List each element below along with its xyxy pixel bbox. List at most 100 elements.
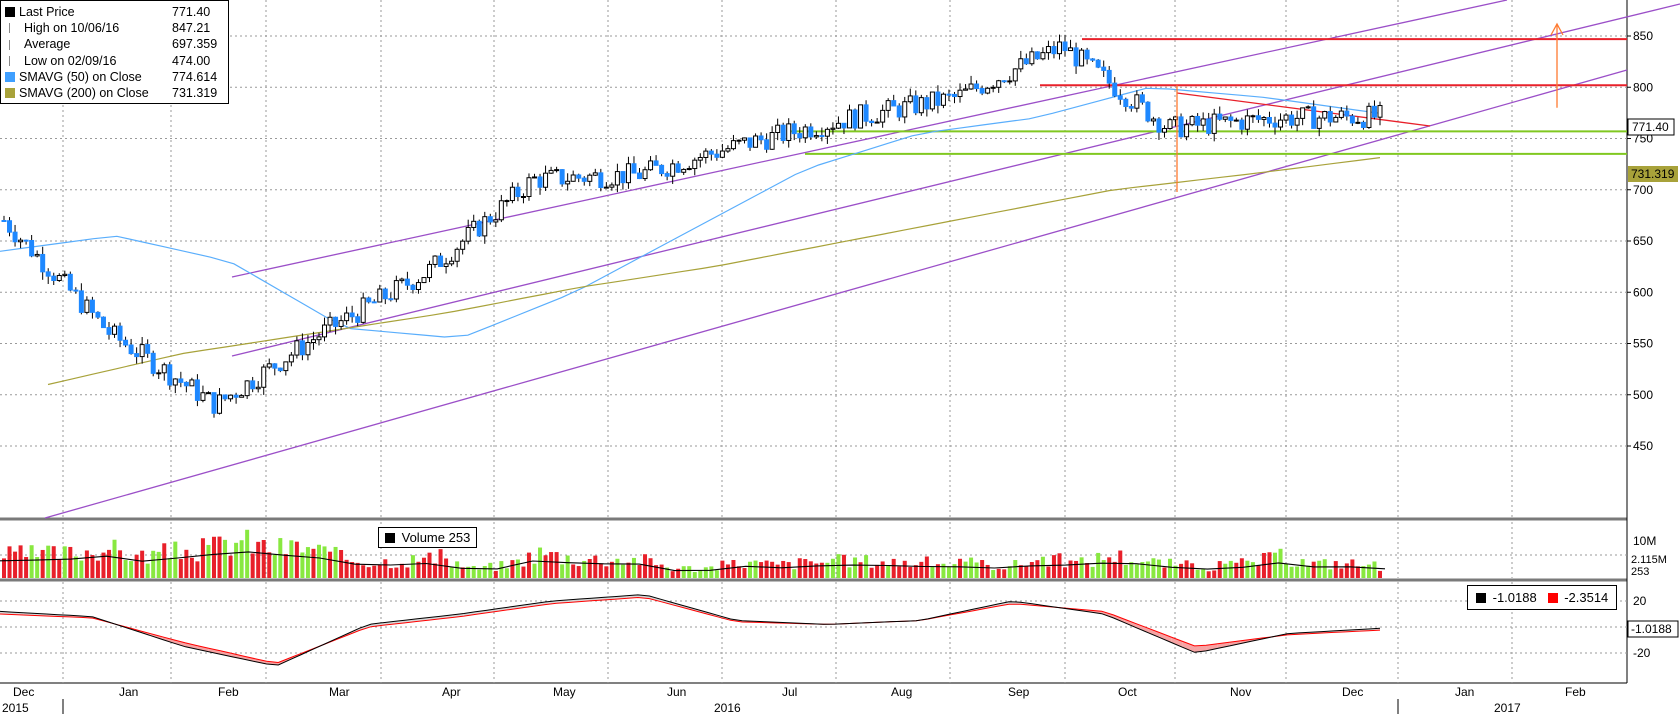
candle-up: [907, 95, 913, 103]
volume-bar: [151, 550, 156, 578]
candle-down: [1289, 114, 1295, 126]
volume-bar: [1184, 560, 1189, 578]
candle-up: [432, 255, 438, 265]
volume-bar: [1029, 562, 1034, 578]
macd-histogram-fill: [231, 653, 244, 660]
candle-down: [349, 312, 355, 318]
volume-bar: [1361, 566, 1366, 578]
legend-value: 697.359: [172, 37, 218, 52]
candle-down: [382, 288, 388, 300]
volume-bar: [1090, 566, 1095, 578]
candle-up: [554, 169, 560, 172]
volume-bar: [913, 565, 918, 578]
macd-histogram-fill: [1101, 611, 1114, 618]
candle-down: [1090, 58, 1096, 61]
candle-up: [592, 172, 598, 176]
candle-up: [449, 260, 455, 265]
macd-legend: -1.0188 -2.3514: [1467, 585, 1618, 610]
volume-bar: [239, 540, 244, 578]
volume-bar: [687, 566, 692, 578]
candle-down: [913, 95, 919, 114]
candle-down: [935, 91, 941, 106]
candle-down: [272, 363, 278, 369]
candle-up: [156, 372, 162, 375]
macd-histogram-fill: [510, 605, 522, 610]
candle-up: [465, 226, 471, 242]
volume-bar: [1134, 564, 1139, 578]
candle-down: [791, 123, 797, 135]
candle-down: [95, 311, 101, 318]
candle-down: [1195, 115, 1201, 126]
candle-down: [438, 255, 444, 268]
macd-histogram-fill: [463, 611, 476, 617]
candle-up: [520, 196, 526, 199]
macd-histogram-fill: [440, 614, 453, 619]
candle-down: [167, 364, 173, 386]
candle-up: [1012, 68, 1018, 82]
candle-up: [835, 122, 841, 129]
candle-up: [609, 184, 615, 188]
candle-down: [515, 186, 521, 198]
volume-bar: [1206, 571, 1211, 578]
volume-bar: [200, 538, 205, 578]
legend-value: 774.614: [172, 69, 218, 84]
volume-bar: [211, 536, 216, 578]
volume-bar: [858, 562, 863, 578]
volume-bar: [604, 566, 609, 578]
last-price-tag-label: 771.40: [1632, 120, 1669, 134]
candle-down: [637, 172, 643, 180]
legend-row: Low on 02/09/16 474.00: [5, 53, 228, 69]
channel-line: [231, 0, 1508, 278]
candle-up: [526, 177, 532, 198]
volume-bar: [1145, 561, 1150, 578]
candle-up: [719, 150, 725, 158]
volume-bar: [1328, 569, 1333, 578]
candle-down: [1, 220, 7, 222]
candle-down: [123, 339, 129, 346]
macd-lines: [0, 594, 1381, 666]
candle-up: [846, 109, 852, 129]
volume-average-line: [0, 551, 1386, 572]
candle-down: [1001, 80, 1007, 83]
volume-bar: [195, 561, 200, 578]
volume-bar: [444, 558, 449, 578]
volume-bar: [90, 555, 95, 578]
candle-down: [559, 169, 565, 185]
volume-bar: [333, 546, 338, 578]
volume-tag: [1628, 553, 1676, 565]
candle-down: [1228, 116, 1234, 121]
candle-up: [725, 148, 731, 152]
legend-row: Average 697.359: [5, 36, 228, 52]
volume-bar: [460, 567, 465, 578]
candle-up: [310, 339, 316, 343]
candle-up: [189, 379, 195, 387]
volume-bar: [499, 561, 504, 578]
candle-up: [460, 240, 466, 250]
macd-tick-label: -20: [1633, 646, 1651, 660]
volume-bar: [1378, 570, 1382, 578]
volume-bar: [300, 552, 305, 578]
volume-bar: [339, 549, 344, 578]
volume-bar: [775, 564, 780, 578]
volume-bar: [184, 549, 189, 578]
legend-label: Last Price: [19, 5, 75, 19]
volume-bar: [543, 555, 548, 578]
legend-row: SMAVG (200) on Close 731.319: [5, 85, 228, 101]
candle-down: [150, 352, 156, 374]
candle-down: [194, 379, 200, 401]
candle-up: [625, 163, 631, 184]
macd-histogram-fill: [521, 603, 534, 608]
macd-histogram-fill: [394, 620, 406, 625]
volume-bar: [366, 567, 371, 578]
volume-bar: [311, 548, 316, 578]
volume-bar: [615, 558, 620, 578]
volume-bar: [383, 559, 388, 578]
candle-up: [874, 121, 880, 124]
square-icon: [5, 88, 15, 99]
moving-averages: [0, 87, 1381, 386]
volume-bar: [62, 546, 67, 578]
volume-bar: [410, 555, 415, 578]
candle-down: [631, 163, 637, 174]
volume-bar: [908, 566, 913, 578]
candle-up: [686, 168, 692, 171]
